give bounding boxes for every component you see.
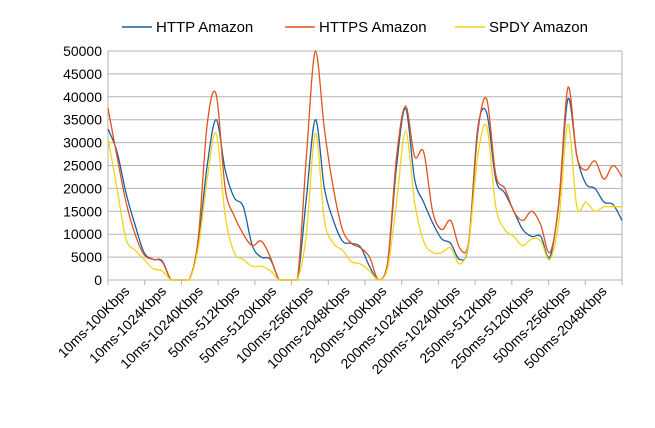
y-tick-label: 10000 xyxy=(63,226,102,242)
x-axis-ticks: 10ms-100Kbps10ms-1024Kbps10ms-10240Kbps5… xyxy=(55,280,623,377)
y-tick-label: 50000 xyxy=(63,43,102,59)
y-tick-label: 25000 xyxy=(63,158,102,174)
y-tick-label: 15000 xyxy=(63,203,102,219)
y-tick-label: 0 xyxy=(94,272,102,288)
legend-label: SPDY Amazon xyxy=(489,19,588,36)
y-tick-label: 45000 xyxy=(63,66,102,82)
legend-label: HTTPS Amazon xyxy=(319,19,427,36)
grid-lines xyxy=(108,50,622,281)
y-tick-label: 30000 xyxy=(63,135,102,151)
y-axis-ticks: 0 5000 10000 15000 20000 25000 30000 35000 40000… xyxy=(63,43,102,288)
series-line-https-amazon xyxy=(107,50,623,281)
series-line-spdy-amazon xyxy=(107,123,622,281)
legend: HTTP Amazon HTTPS Amazon SPDY Amazon xyxy=(122,19,588,36)
series-layer xyxy=(107,50,623,281)
y-tick-label: 40000 xyxy=(63,89,102,105)
y-tick-label: 5000 xyxy=(71,249,102,265)
legend-label: HTTP Amazon xyxy=(156,19,253,36)
y-tick-label: 20000 xyxy=(63,180,102,196)
y-tick-label: 35000 xyxy=(63,112,102,128)
